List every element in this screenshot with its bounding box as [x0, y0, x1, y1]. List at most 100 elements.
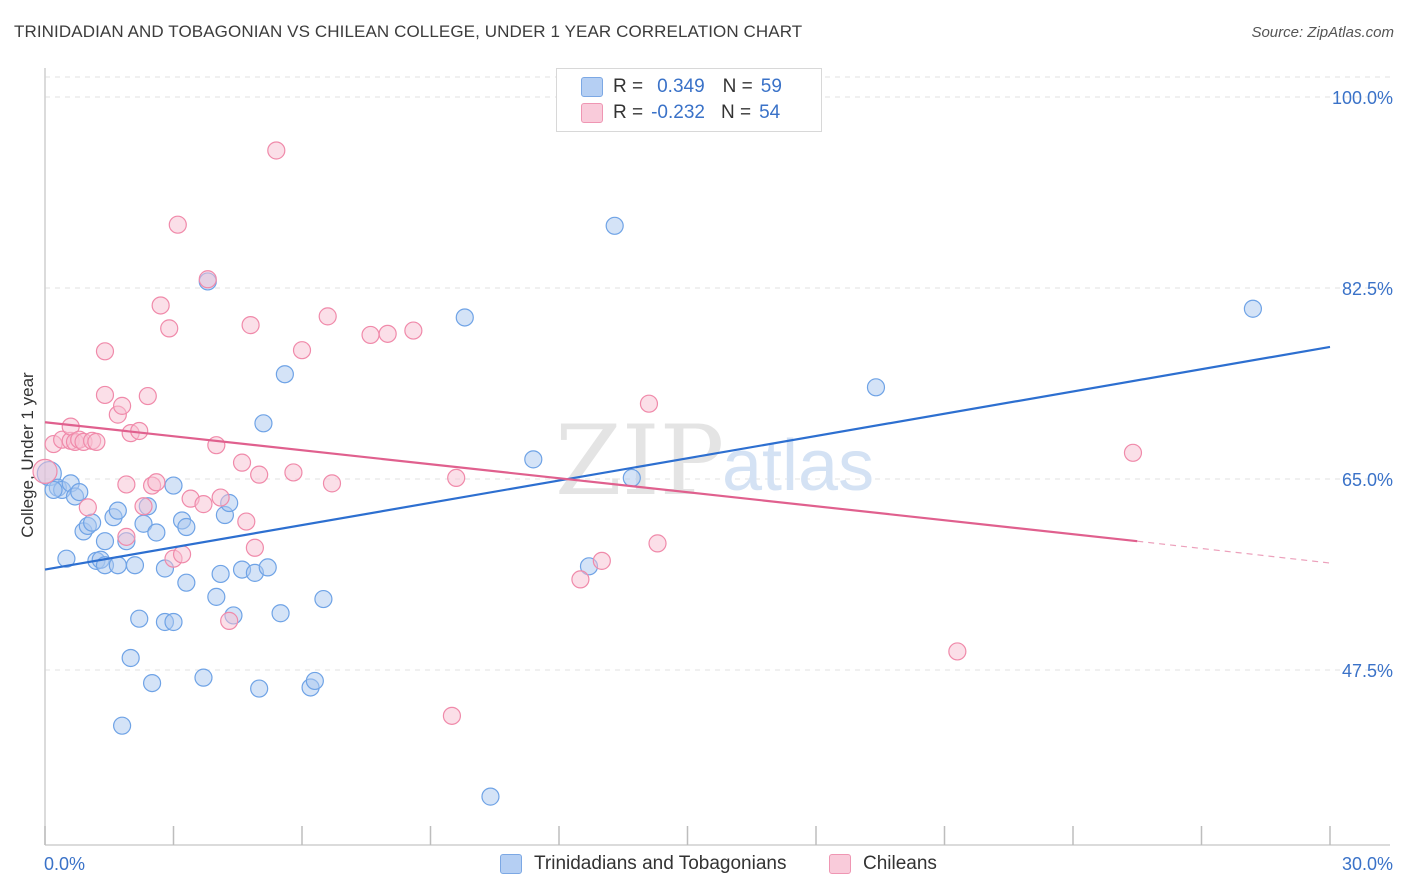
trinidadian-point	[57, 549, 76, 568]
trinidadian-point	[130, 609, 149, 628]
trinidadian-point	[1243, 299, 1263, 318]
legend-row-trinidadian: R = 0.349 N = 59	[581, 75, 782, 99]
y-tick-label: 47.5%	[1342, 661, 1393, 681]
tick-labels: 100.0% 82.5% 65.0% 47.5% 0.0% 30.0%	[44, 88, 1393, 874]
bottom-legend-swatch-chilean	[829, 854, 851, 874]
legend-r-value: 0.349	[657, 76, 705, 97]
trinidadian-point	[147, 523, 166, 542]
chilean-point	[95, 342, 115, 361]
chilean-point	[160, 319, 179, 338]
trinidadian-point	[258, 558, 277, 577]
chilean-point	[639, 394, 659, 413]
legend-n-value: 54	[759, 102, 781, 123]
chilean-point	[284, 463, 303, 482]
trinidadian-point	[44, 480, 63, 500]
trinidadian-point	[177, 517, 196, 537]
bottom-legend-label-chilean: Chileans	[863, 853, 937, 874]
bottom-legend-swatch-trinidadian	[500, 854, 522, 874]
trinidadian-point	[605, 216, 624, 235]
legend-r-label: R =	[613, 102, 644, 123]
stats-legend: R = 0.349 N = 59 R = -0.232 N = 54	[556, 68, 822, 132]
chilean-point	[220, 611, 239, 630]
trinidadian-point	[108, 556, 127, 575]
legend-n-label: N =	[720, 102, 752, 123]
chilean-point	[237, 512, 256, 531]
trinidadian-point	[125, 556, 145, 575]
chilean-point	[198, 270, 217, 289]
legend-n-label: N =	[722, 76, 753, 97]
x-tick-label: 0.0%	[44, 854, 85, 874]
chilean-point	[95, 385, 115, 405]
trinidadian-point	[524, 450, 543, 469]
series-chilean-points	[32, 141, 1143, 725]
bottom-legend-chilean: Chileans	[829, 852, 937, 876]
chilean-point	[138, 386, 157, 406]
bottom-legend-trinidadian: Trinidadians and Tobagonians	[500, 852, 786, 876]
y-tick-label: 82.5%	[1342, 279, 1393, 299]
chilean-point	[172, 545, 192, 564]
trinidadian-point	[142, 673, 162, 693]
trinidadian-point	[271, 604, 290, 623]
chilean-trend-line	[44, 421, 1138, 543]
trinidadian-point	[95, 532, 115, 551]
chilean-point	[194, 495, 213, 514]
chilean-point	[241, 316, 260, 335]
trinidadian-point	[455, 308, 474, 327]
chilean-point	[292, 341, 312, 360]
y-tick-label: 65.0%	[1342, 470, 1393, 490]
trinidadian-point	[622, 468, 641, 488]
gridlines	[45, 76, 1390, 671]
chart-title: TRINIDADIAN AND TOBAGONIAN VS CHILEAN CO…	[14, 22, 803, 41]
chilean-point	[378, 324, 397, 343]
chilean-point	[117, 475, 136, 494]
chilean-point	[267, 141, 286, 160]
x-tick-label: 30.0%	[1342, 854, 1393, 874]
trinidadian-point	[866, 378, 886, 397]
chilean-point	[648, 534, 667, 553]
chilean-point	[151, 296, 170, 315]
trinidadian-trend-line	[44, 345, 1331, 571]
trinidadian-point	[305, 671, 324, 691]
chilean-point	[948, 642, 967, 661]
watermark-zip: ZIP	[555, 405, 724, 517]
trend-lines	[44, 345, 1331, 571]
trinidadian-point	[177, 573, 196, 592]
chilean-point	[250, 465, 269, 484]
legend-swatch-trinidadian	[581, 77, 603, 97]
chilean-point	[442, 706, 462, 725]
bottom-legend-label-trinidadian: Trinidadians and Tobagonians	[534, 853, 787, 874]
chilean-point	[134, 497, 153, 516]
chilean-point	[168, 215, 187, 234]
trinidadian-point	[121, 648, 140, 668]
chilean-point	[322, 474, 342, 493]
chilean-point	[117, 527, 136, 546]
trinidadian-point	[275, 365, 294, 384]
chilean-point	[87, 432, 106, 451]
chilean-point	[318, 307, 337, 326]
chilean-point	[32, 458, 58, 484]
chilean-point	[404, 321, 423, 340]
watermark: ZIP atlas	[555, 405, 874, 517]
trinidadian-point	[194, 668, 213, 687]
chilean-trend-extension	[1137, 540, 1331, 564]
source-label: Source: ZipAtlas.com	[1251, 24, 1394, 41]
trinidadian-point	[70, 482, 89, 502]
legend-r-value: -0.232	[651, 102, 705, 123]
trinidadian-point	[112, 716, 132, 735]
trinidadian-point	[211, 564, 230, 584]
chilean-point	[147, 473, 166, 492]
trinidadian-point	[108, 501, 127, 520]
chilean-point	[245, 538, 264, 557]
chilean-point	[211, 488, 230, 507]
legend-n-value: 59	[760, 76, 782, 97]
legend-row-chilean: R = -0.232 N = 54	[581, 101, 781, 125]
chilean-point	[361, 325, 380, 345]
chilean-point	[592, 551, 611, 570]
chilean-point	[232, 453, 252, 472]
trinidadian-point	[164, 476, 183, 495]
trinidadian-point	[250, 679, 269, 698]
trinidadian-point	[83, 513, 102, 532]
axes	[44, 68, 1390, 846]
trinidadian-point	[314, 589, 333, 609]
y-tick-label: 100.0%	[1332, 88, 1393, 108]
